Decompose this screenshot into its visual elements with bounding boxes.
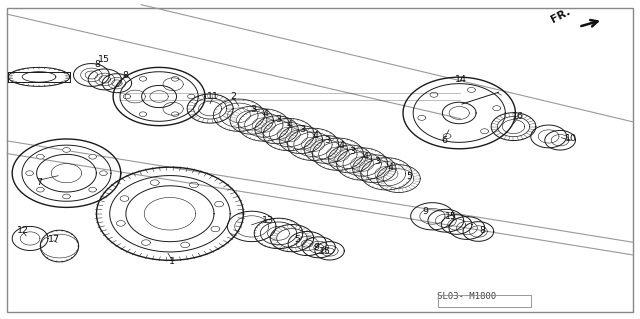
Text: 2: 2 xyxy=(231,92,237,101)
Text: 9: 9 xyxy=(422,207,428,216)
Ellipse shape xyxy=(89,187,97,192)
Text: 12: 12 xyxy=(17,226,29,235)
Ellipse shape xyxy=(63,147,70,152)
Text: 15: 15 xyxy=(445,212,457,221)
Text: 4: 4 xyxy=(338,141,344,151)
Text: 6: 6 xyxy=(442,137,447,145)
Ellipse shape xyxy=(36,154,44,159)
Ellipse shape xyxy=(26,171,33,175)
Ellipse shape xyxy=(100,171,107,175)
Text: 8: 8 xyxy=(95,60,100,69)
Text: 10: 10 xyxy=(565,134,577,143)
Text: 3: 3 xyxy=(349,147,356,156)
Text: 4: 4 xyxy=(262,109,269,118)
Text: 11: 11 xyxy=(207,92,219,101)
Ellipse shape xyxy=(63,194,70,199)
Text: 1: 1 xyxy=(169,257,175,266)
Text: 8: 8 xyxy=(480,226,486,235)
Text: FR.: FR. xyxy=(550,6,572,24)
Text: 13: 13 xyxy=(262,216,274,225)
FancyBboxPatch shape xyxy=(7,8,633,312)
Text: 4: 4 xyxy=(287,120,293,129)
Text: 3: 3 xyxy=(300,125,306,134)
Text: 9: 9 xyxy=(313,242,319,251)
Ellipse shape xyxy=(89,154,97,159)
Text: 3: 3 xyxy=(324,136,331,145)
Text: 8: 8 xyxy=(123,71,129,80)
Text: 15: 15 xyxy=(98,55,110,63)
Text: 14: 14 xyxy=(454,75,467,84)
Text: 4: 4 xyxy=(387,163,393,172)
Ellipse shape xyxy=(36,187,44,192)
Text: 3: 3 xyxy=(275,115,281,124)
Text: 4: 4 xyxy=(312,131,319,140)
Text: 16: 16 xyxy=(512,112,524,121)
Text: 17: 17 xyxy=(48,235,60,244)
Text: 4: 4 xyxy=(362,152,369,161)
Text: 3: 3 xyxy=(374,157,381,166)
Text: 15: 15 xyxy=(319,247,331,256)
Text: 5: 5 xyxy=(294,235,301,244)
Text: 3: 3 xyxy=(250,105,256,114)
Text: 5: 5 xyxy=(406,173,412,182)
Text: 7: 7 xyxy=(36,178,42,187)
Text: SL03- M1800: SL03- M1800 xyxy=(437,292,497,301)
